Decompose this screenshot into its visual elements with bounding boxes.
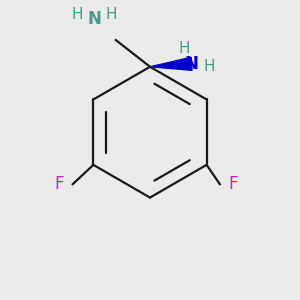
Text: N: N <box>185 55 199 73</box>
Text: N: N <box>87 10 101 28</box>
Text: F: F <box>55 175 64 193</box>
Polygon shape <box>150 57 192 70</box>
Text: F: F <box>229 175 238 193</box>
Text: H: H <box>178 41 190 56</box>
Text: H: H <box>71 7 83 22</box>
Text: H: H <box>106 7 117 22</box>
Text: H: H <box>204 59 215 74</box>
